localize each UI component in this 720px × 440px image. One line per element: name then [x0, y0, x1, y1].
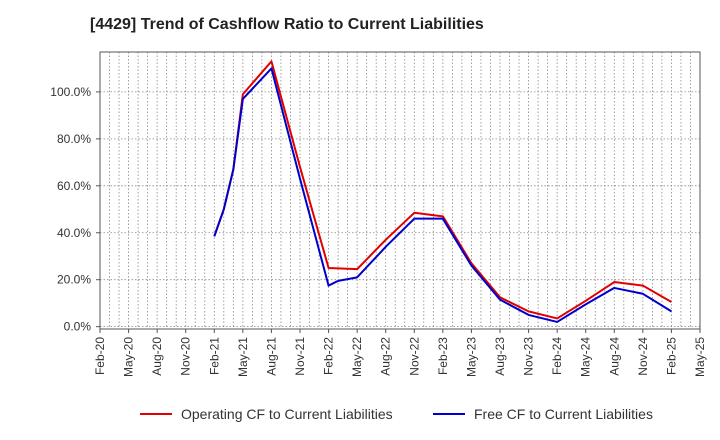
x-tick-label: Nov-24 [636, 337, 650, 376]
y-tick-label: 100.0% [50, 85, 91, 99]
x-tick-label: May-21 [236, 337, 250, 377]
x-tick-label: Feb-24 [550, 337, 564, 375]
x-tick-label: Aug-20 [150, 337, 164, 376]
plot-area-frame [99, 51, 701, 330]
x-tick-label: May-20 [122, 337, 136, 377]
x-tick-label: May-24 [579, 337, 593, 377]
series-line-operating-cf [213, 60, 672, 320]
x-tick-label: Feb-23 [436, 337, 450, 375]
chart-title: [4429] Trend of Cashflow Ratio to Curren… [90, 16, 484, 33]
legend-label-operating-cf: Operating CF to Current Liabilities [181, 406, 393, 422]
x-tick-label: Aug-23 [493, 337, 507, 376]
x-tick-label: Nov-22 [407, 337, 421, 376]
x-tick-label: Nov-20 [179, 337, 193, 376]
x-tick-label: Nov-21 [293, 337, 307, 376]
y-tick-label: 40.0% [57, 226, 91, 240]
legend: Operating CF to Current Liabilities Free… [140, 406, 653, 422]
legend-label-free-cf: Free CF to Current Liabilities [474, 406, 653, 422]
x-axis-ticks: Feb-20 May-20 Aug-20 Nov-20 Feb-21 May-21 Aug-… [93, 329, 707, 377]
y-tick-label: 0.0% [64, 320, 92, 334]
x-tick-label: Aug-24 [607, 337, 621, 376]
x-tick-label: May-25 [693, 337, 707, 377]
y-axis-ticks: 0.0% 20.0% 40.0% 60.0% 80.0% 100.0% [50, 85, 100, 334]
x-tick-label: Feb-22 [322, 337, 336, 375]
x-tick-label: May-22 [350, 337, 364, 377]
y-tick-label: 20.0% [57, 273, 91, 287]
x-tick-label: Feb-21 [207, 337, 221, 375]
x-tick-label: Nov-23 [522, 337, 536, 376]
grid [99, 52, 701, 329]
series-line-free-cf [213, 67, 672, 323]
series-lines [213, 60, 672, 323]
x-tick-label: May-23 [464, 337, 478, 377]
y-tick-label: 80.0% [57, 132, 91, 146]
x-tick-label: Feb-25 [664, 337, 678, 375]
x-tick-label: Aug-22 [379, 337, 393, 376]
x-tick-label: Feb-20 [93, 337, 107, 375]
x-tick-label: Aug-21 [264, 337, 278, 376]
y-tick-label: 60.0% [57, 179, 91, 193]
